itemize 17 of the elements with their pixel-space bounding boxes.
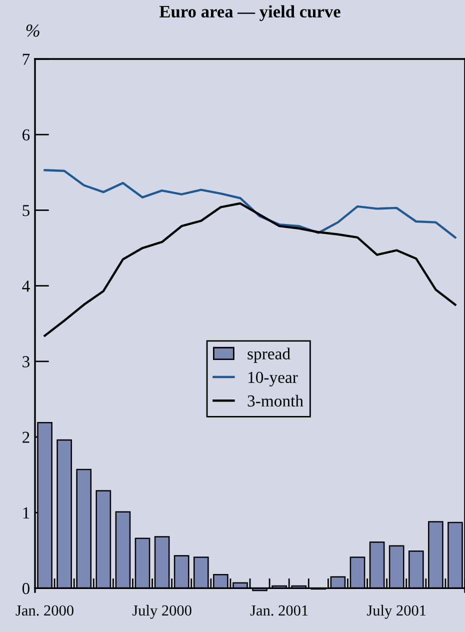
y-tick-label: 7	[22, 54, 30, 65]
x-tick-label: July 2000	[132, 604, 192, 619]
legend-label: spread	[248, 348, 290, 363]
y-axis-title: %	[26, 24, 40, 37]
y-tick-label: 1	[23, 507, 30, 518]
y-tick-label: 0	[22, 582, 30, 594]
legend-label: 10-year	[248, 372, 298, 386]
x-tick-label: July 2001	[366, 604, 426, 619]
legend-label: 3-month	[248, 394, 304, 407]
chart-title: Euro area — yield curve	[159, 5, 340, 22]
y-tick-label: 3	[22, 356, 30, 368]
y-tick-label: 2	[22, 432, 30, 443]
x-tick-label: Jan. 2000	[16, 605, 74, 616]
y-tick-label: 4	[22, 280, 30, 292]
y-tick-label: 6	[22, 129, 30, 141]
y-tick-label: 5	[22, 205, 30, 216]
x-tick-label: Jan. 2001	[250, 605, 308, 616]
